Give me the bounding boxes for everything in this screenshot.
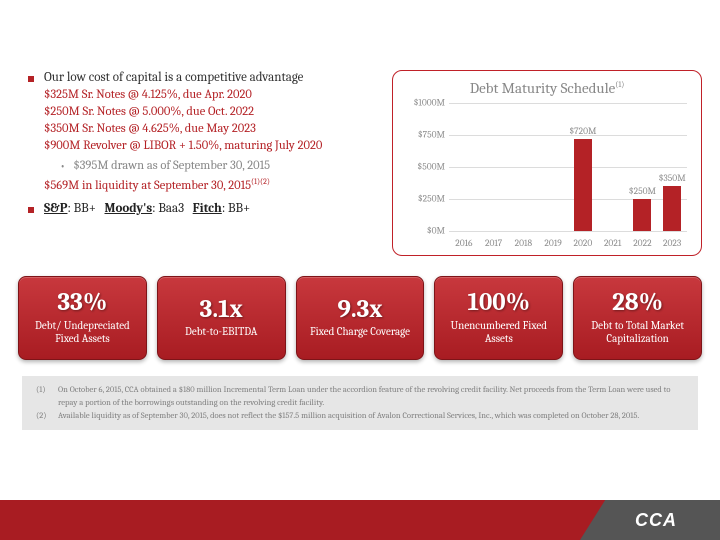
bar-slot [509,103,539,231]
kpi-label: Unencumbered Fixed Assets [439,319,558,345]
x-tick-label: 2016 [449,238,479,249]
bar-slot [449,103,479,231]
moodys-label: Moody's [105,201,153,216]
y-tick-label: $1000M [403,98,445,109]
chart-title-text: Debt Maturity Schedule [470,79,616,97]
moodys-val: : Baa3 [152,201,187,216]
kpi-value: 9.3x [301,296,420,324]
bottom-stripe: CCA [0,500,720,540]
footnote-num: (1) [36,384,58,410]
kpi-card: 28%Debt to Total Market Capitalization [573,276,702,360]
drawn-row: • $395M drawn as of September 30, 2015 [60,159,382,173]
liquidity-sup: (1)(2) [251,177,270,186]
kpi-label: Debt-to-EBITDA [162,325,281,338]
y-tick-label: $0M [403,226,445,237]
bar: $250M [633,199,651,231]
x-tick-label: 2020 [568,238,598,249]
logo-wedge: CCA [580,500,720,540]
sp-label: S&P [44,201,67,216]
square-bullet-icon [28,207,34,213]
bars-row: $720M$250M$350M [449,103,687,231]
x-tick-label: 2021 [598,238,628,249]
note-0: $325M Sr. Notes @ 4.125%, due Apr. 2020 [44,87,382,104]
x-labels: 20162017201820192020202120222023 [449,238,687,249]
x-tick-label: 2018 [509,238,539,249]
dot-bullet-icon: • [60,159,65,173]
bullet-1: Our low cost of capital is a competitive… [28,70,382,85]
ratings-text: S&P: BB+ Moody's: Baa3 Fitch: BB+ [44,201,250,216]
kpi-value: 33% [23,289,142,317]
footnotes: (1)On October 6, 2015, CCA obtained a $1… [22,376,698,430]
bar-slot [538,103,568,231]
right-column: Debt Maturity Schedule(1) $720M$250M$350… [392,70,702,256]
liquidity-text: $569M in liquidity at September 30, 2015 [44,179,251,193]
bar-value-label: $720M [569,126,596,137]
kpi-card: 100%Unencumbered Fixed Assets [434,276,563,360]
footnote-num: (2) [36,410,58,423]
bar-slot: $250M [628,103,658,231]
kpi-label: Fixed Charge Coverage [301,325,420,338]
bar: $720M [574,139,592,231]
y-tick-label: $500M [403,162,445,173]
bar-slot: $350M [657,103,687,231]
bar-slot [479,103,509,231]
kpi-card: 3.1xDebt-to-EBITDA [157,276,286,360]
footnote-text: Available liquidity as of September 30, … [58,410,639,423]
x-tick-label: 2019 [538,238,568,249]
chart-container: Debt Maturity Schedule(1) $720M$250M$350… [392,70,702,256]
x-tick-label: 2017 [479,238,509,249]
chart-inner: $720M$250M$350M 201620172018201920202021… [403,99,691,249]
note-1: $250M Sr. Notes @ 5.000%, due Oct. 2022 [44,104,382,121]
bar-value-label: $250M [629,186,656,197]
x-tick-label: 2023 [657,238,687,249]
kpi-card: 9.3xFixed Charge Coverage [296,276,425,360]
bullet-1-text: Our low cost of capital is a competitive… [44,70,303,85]
left-column: Our low cost of capital is a competitive… [28,70,382,256]
grid-line [449,231,687,232]
drawn-text: $395M drawn as of September 30, 2015 [73,159,270,173]
ratings-bullet: S&P: BB+ Moody's: Baa3 Fitch: BB+ [28,201,382,216]
content-area: Our low cost of capital is a competitive… [0,0,720,256]
footnote-row: (2)Available liquidity as of September 3… [36,410,684,423]
kpi-value: 28% [578,289,697,317]
bar: $350M [663,186,681,231]
logo-text: CCA [635,510,677,531]
y-tick-label: $250M [403,194,445,205]
note-3: $900M Revolver @ LIBOR + 1.50%, maturing… [44,138,382,155]
y-tick-label: $750M [403,130,445,141]
kpi-label: Debt to Total Market Capitalization [578,319,697,345]
chart-title: Debt Maturity Schedule(1) [403,79,691,97]
kpi-value: 100% [439,289,558,317]
bar-slot [598,103,628,231]
sp-val: : BB+ [67,201,98,216]
kpi-label: Debt/ Undepreciated Fixed Assets [23,319,142,345]
fitch-label: Fitch [193,201,222,216]
x-tick-label: 2022 [628,238,658,249]
footnote-text: On October 6, 2015, CCA obtained a $180 … [58,384,684,410]
bar-slot: $720M [568,103,598,231]
liquidity-line: $569M in liquidity at September 30, 2015… [44,177,382,193]
kpi-row: 33%Debt/ Undepreciated Fixed Assets3.1xD… [0,276,720,360]
square-bullet-icon [28,76,34,82]
fitch-val: : BB+ [222,201,250,216]
kpi-card: 33%Debt/ Undepreciated Fixed Assets [18,276,147,360]
footnote-row: (1)On October 6, 2015, CCA obtained a $1… [36,384,684,410]
kpi-value: 3.1x [162,296,281,324]
note-2: $350M Sr. Notes @ 4.625%, due May 2023 [44,121,382,138]
bar-value-label: $350M [659,173,686,184]
chart-title-sup: (1) [615,80,624,89]
